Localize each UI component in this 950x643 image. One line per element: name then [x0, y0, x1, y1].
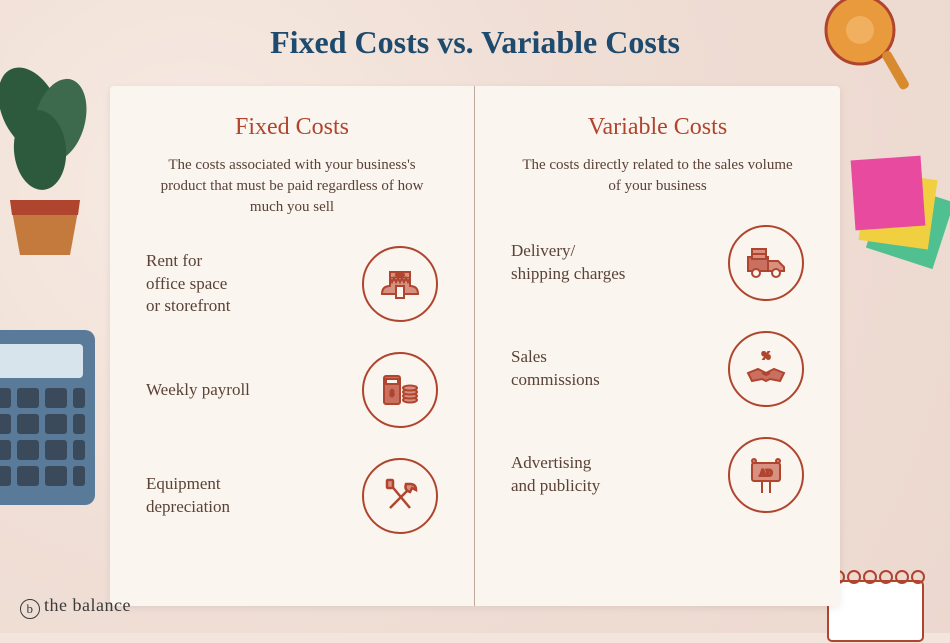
variable-costs-title: Variable Costs [511, 114, 804, 141]
fixed-item-rent: Rent foroffice spaceor storefront Shop [146, 246, 438, 322]
storefront-icon: Shop [362, 246, 438, 322]
sticky-notes-decoration [845, 150, 950, 290]
svg-text:Shop: Shop [396, 272, 404, 277]
main-title: Fixed Costs vs. Variable Costs [0, 24, 950, 61]
svg-text:AD: AD [760, 468, 773, 478]
item-label: Advertisingand publicity [511, 452, 600, 498]
brand-logo: bthe balance [20, 595, 131, 619]
item-label: Weekly payroll [146, 379, 250, 402]
variable-item-commissions: Salescommissions % [511, 331, 804, 407]
truck-icon [728, 225, 804, 301]
item-label: Equipmentdepreciation [146, 473, 230, 519]
brand-text: the balance [44, 595, 131, 615]
item-label: Salescommissions [511, 346, 600, 392]
tools-icon [362, 458, 438, 534]
brand-mark-icon: b [20, 599, 40, 619]
variable-costs-description: The costs directly related to the sales … [511, 155, 804, 197]
fixed-costs-description: The costs associated with your business'… [146, 155, 438, 218]
calculator-decoration [0, 330, 105, 510]
fixed-costs-title: Fixed Costs [146, 114, 438, 141]
variable-item-advertising: Advertisingand publicity AD [511, 437, 804, 513]
variable-item-shipping: Delivery/shipping charges [511, 225, 804, 301]
svg-text:$: $ [390, 389, 394, 398]
fixed-item-depreciation: Equipmentdepreciation [146, 458, 438, 534]
item-label: Delivery/shipping charges [511, 240, 625, 286]
handshake-icon: % [728, 331, 804, 407]
comparison-card: Fixed Costs The costs associated with yo… [110, 86, 840, 606]
variable-costs-column: Variable Costs The costs directly relate… [475, 86, 840, 606]
svg-text:%: % [762, 351, 770, 362]
fixed-costs-column: Fixed Costs The costs associated with yo… [110, 86, 475, 606]
item-label: Rent foroffice spaceor storefront [146, 250, 231, 319]
billboard-icon: AD [728, 437, 804, 513]
fixed-item-payroll: Weekly payroll $ [146, 352, 438, 428]
payroll-icon: $ [362, 352, 438, 428]
plant-decoration [0, 60, 110, 260]
